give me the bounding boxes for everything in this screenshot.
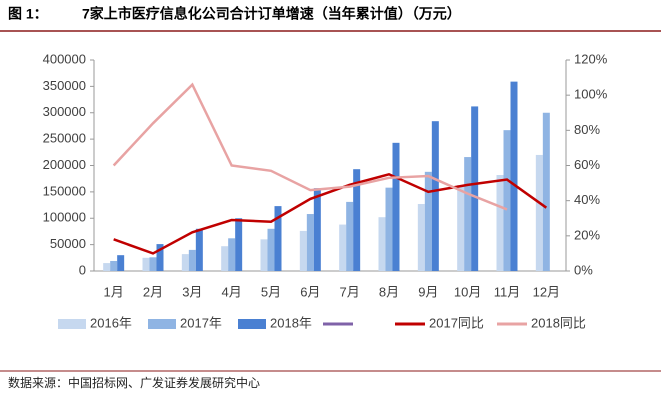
- bar: [510, 81, 518, 271]
- legend-label: 2018同比: [531, 315, 586, 330]
- bar: [353, 169, 361, 271]
- bar: [424, 171, 432, 271]
- bar: [378, 217, 386, 271]
- bar: [542, 112, 550, 271]
- bar: [417, 204, 425, 271]
- y2-tick-label: 100%: [574, 87, 608, 102]
- bar: [142, 257, 150, 271]
- y2-tick-label: 20%: [574, 227, 600, 242]
- bar: [156, 244, 164, 271]
- bar: [313, 188, 321, 271]
- bar: [339, 224, 347, 271]
- bar: [110, 260, 118, 271]
- bar: [471, 106, 479, 271]
- bar: [103, 263, 111, 271]
- source: 数据来源：中国招标网、广发证券发展研究中心: [8, 375, 260, 390]
- x-tick-label: 1月: [104, 284, 124, 299]
- bar: [535, 154, 543, 271]
- legend-label: 2018年: [270, 315, 312, 330]
- legend-label: 2016年: [90, 315, 132, 330]
- bar: [306, 214, 314, 271]
- y-tick-label: 350000: [43, 78, 86, 93]
- legend-swatch: [238, 319, 266, 329]
- figure-label: 图 1：: [8, 6, 48, 22]
- bar: [431, 121, 439, 271]
- x-tick-label: 10月: [454, 284, 481, 299]
- legend-swatch: [58, 319, 86, 329]
- y-tick-label: 50000: [50, 236, 86, 251]
- bar: [221, 246, 229, 271]
- bar: [235, 218, 243, 271]
- y-tick-label: 0: [79, 262, 86, 277]
- bar: [149, 257, 157, 271]
- bar: [274, 206, 282, 271]
- x-tick-label: 6月: [300, 284, 320, 299]
- x-tick-label: 3月: [182, 284, 202, 299]
- bar: [195, 228, 203, 271]
- x-tick-label: 5月: [261, 284, 281, 299]
- bar: [346, 201, 354, 271]
- bar: [228, 238, 236, 271]
- bar: [457, 185, 465, 271]
- y-tick-label: 250000: [43, 131, 86, 146]
- x-tick-label: 7月: [340, 284, 360, 299]
- y-tick-label: 150000: [43, 183, 86, 198]
- line: [112, 82, 508, 211]
- y2-tick-label: 60%: [574, 157, 600, 172]
- y2-tick-label: 40%: [574, 192, 600, 207]
- y-tick-label: 300000: [43, 104, 86, 119]
- legend-label: 2017同比: [429, 315, 484, 330]
- y2-tick-label: 0%: [574, 262, 593, 277]
- bar: [267, 228, 275, 271]
- bar: [496, 174, 504, 271]
- bar: [392, 142, 400, 271]
- bar: [181, 254, 189, 271]
- bar: [464, 157, 472, 271]
- x-tick-label: 9月: [418, 284, 438, 299]
- bar: [385, 187, 393, 271]
- bar: [260, 239, 268, 271]
- y-tick-label: 400000: [43, 51, 86, 66]
- bar: [503, 130, 511, 271]
- y-tick-label: 200000: [43, 157, 86, 172]
- x-tick-label: 4月: [222, 284, 242, 299]
- legend-swatch: [148, 319, 176, 329]
- y2-tick-label: 80%: [574, 122, 600, 137]
- bar: [299, 230, 307, 271]
- line: [113, 172, 548, 255]
- chart-title: 7家上市医疗信息化公司合计订单增速（当年累计值）（万元）: [82, 6, 461, 22]
- bar: [188, 249, 196, 271]
- x-tick-label: 8月: [379, 284, 399, 299]
- y2-tick-label: 120%: [574, 51, 608, 66]
- x-tick-label: 11月: [494, 284, 521, 299]
- bar: [117, 255, 125, 271]
- x-tick-label: 2月: [143, 284, 163, 299]
- legend-label: 2017年: [180, 315, 222, 330]
- y-tick-label: 100000: [43, 210, 86, 225]
- x-tick-label: 12月: [533, 284, 560, 299]
